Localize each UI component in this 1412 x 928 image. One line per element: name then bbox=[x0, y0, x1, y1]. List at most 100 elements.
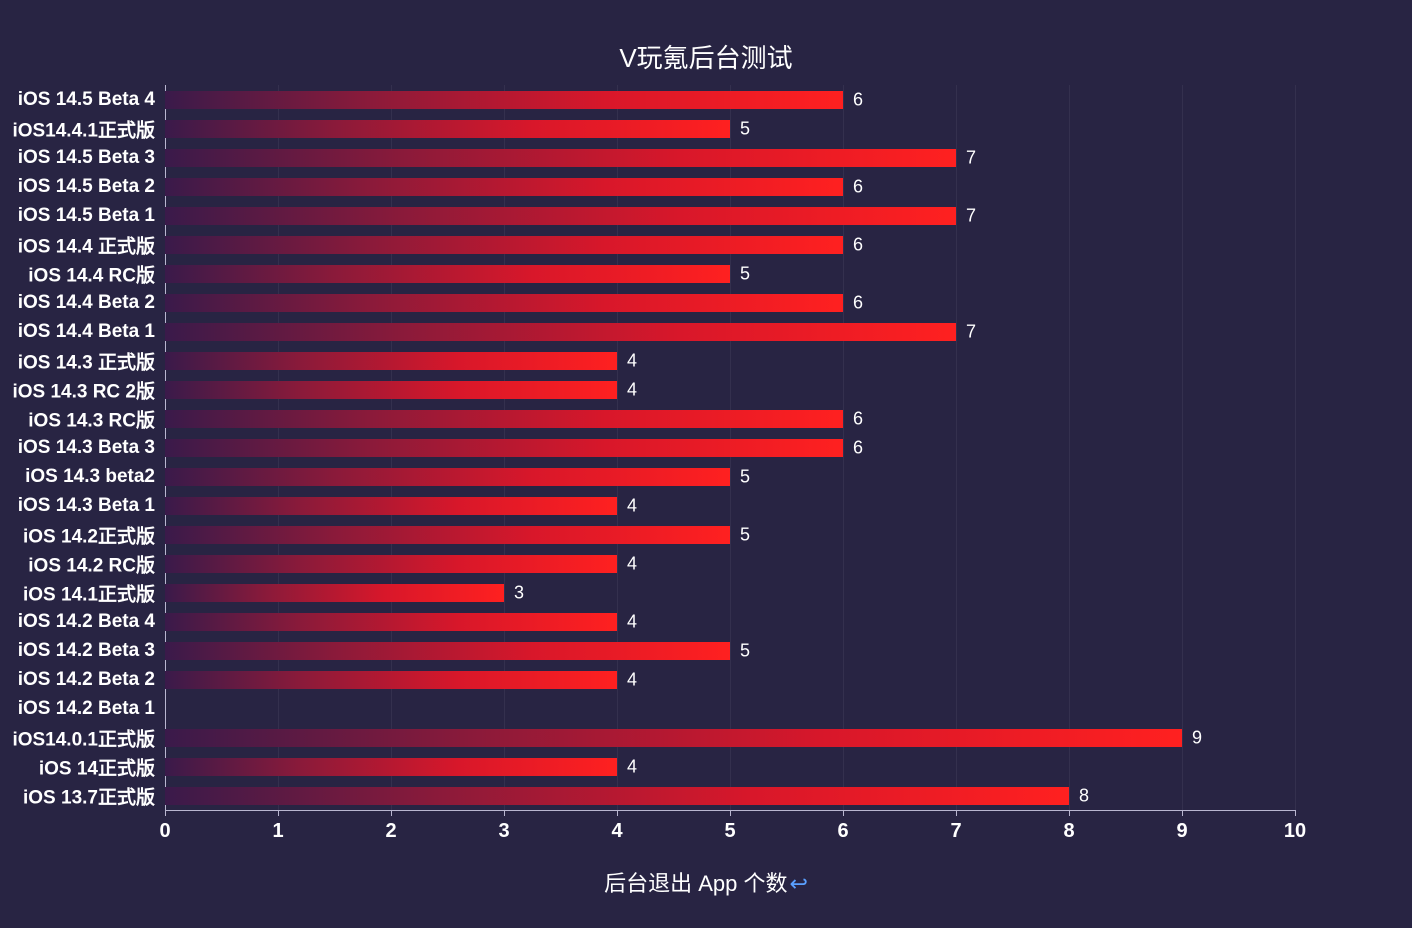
y-label: iOS 14.3 RC 2版 bbox=[12, 376, 165, 403]
bar bbox=[165, 265, 730, 283]
bar-row: iOS 14.2 Beta 24 bbox=[165, 665, 1295, 694]
bar-row: iOS14.0.1正式版9 bbox=[165, 723, 1295, 752]
value-label: 6 bbox=[843, 292, 863, 313]
x-tick-label: 8 bbox=[1063, 820, 1074, 843]
value-label: 6 bbox=[843, 408, 863, 429]
bar bbox=[165, 91, 843, 109]
value-label: 4 bbox=[617, 669, 637, 690]
bar bbox=[165, 758, 617, 776]
value-label: 7 bbox=[956, 321, 976, 342]
x-tick bbox=[956, 810, 957, 816]
bar bbox=[165, 671, 617, 689]
y-label: iOS 14.5 Beta 4 bbox=[18, 89, 165, 111]
x-tick bbox=[617, 810, 618, 816]
y-label: iOS 14.2 Beta 1 bbox=[18, 698, 165, 720]
bar-row: iOS 14.2 RC版4 bbox=[165, 549, 1295, 578]
bar-row: iOS 14.5 Beta 17 bbox=[165, 201, 1295, 230]
bar bbox=[165, 497, 617, 515]
bar bbox=[165, 236, 843, 254]
y-label: iOS 14.4 RC版 bbox=[28, 260, 165, 287]
bar-row: iOS 14.3 RC 2版4 bbox=[165, 375, 1295, 404]
y-label: iOS 14.2 Beta 3 bbox=[18, 640, 165, 662]
bar bbox=[165, 729, 1182, 747]
bar bbox=[165, 323, 956, 341]
bar-row: iOS 14.3 Beta 36 bbox=[165, 433, 1295, 462]
value-label: 5 bbox=[730, 640, 750, 661]
x-tick-label: 0 bbox=[159, 820, 170, 843]
y-label: iOS 14.3 Beta 1 bbox=[18, 495, 165, 517]
x-tick-label: 2 bbox=[385, 820, 396, 843]
value-label: 5 bbox=[730, 524, 750, 545]
y-label: iOS 13.7正式版 bbox=[23, 782, 165, 809]
bar bbox=[165, 555, 617, 573]
x-tick-label: 1 bbox=[272, 820, 283, 843]
x-tick bbox=[504, 810, 505, 816]
x-tick bbox=[730, 810, 731, 816]
bar-row: iOS 13.7正式版8 bbox=[165, 781, 1295, 810]
bar bbox=[165, 149, 956, 167]
bar-row: iOS 14.3 beta25 bbox=[165, 462, 1295, 491]
bar-row: iOS 14.4 正式版6 bbox=[165, 230, 1295, 259]
y-label: iOS14.4.1正式版 bbox=[12, 115, 165, 142]
plot-area: 012345678910iOS 14.5 Beta 46iOS14.4.1正式版… bbox=[165, 85, 1295, 810]
bar-row: iOS 14.1正式版3 bbox=[165, 578, 1295, 607]
bar bbox=[165, 584, 504, 602]
value-label: 7 bbox=[956, 147, 976, 168]
bar-row: iOS 14.3 RC版6 bbox=[165, 404, 1295, 433]
value-label: 4 bbox=[617, 611, 637, 632]
x-tick bbox=[278, 810, 279, 816]
bar-row: iOS 14.4 Beta 17 bbox=[165, 317, 1295, 346]
y-label: iOS 14.5 Beta 1 bbox=[18, 205, 165, 227]
x-tick bbox=[843, 810, 844, 816]
y-label: iOS 14.4 正式版 bbox=[18, 231, 165, 258]
x-tick-label: 7 bbox=[950, 820, 961, 843]
bar bbox=[165, 787, 1069, 805]
bar-row: iOS 14.2 Beta 35 bbox=[165, 636, 1295, 665]
y-label: iOS 14.2 Beta 2 bbox=[18, 669, 165, 691]
bar-row: iOS 14.3 正式版4 bbox=[165, 346, 1295, 375]
x-tick-label: 4 bbox=[611, 820, 622, 843]
y-label: iOS 14.4 Beta 2 bbox=[18, 292, 165, 314]
y-label: iOS 14.3 Beta 3 bbox=[18, 437, 165, 459]
bar bbox=[165, 468, 730, 486]
chart-title: V玩氪后台测试 bbox=[0, 38, 1412, 75]
y-label: iOS 14.2正式版 bbox=[23, 521, 165, 548]
bar bbox=[165, 294, 843, 312]
value-label: 4 bbox=[617, 379, 637, 400]
value-label: 6 bbox=[843, 234, 863, 255]
bar bbox=[165, 642, 730, 660]
value-label: 5 bbox=[730, 118, 750, 139]
y-label: iOS 14.5 Beta 3 bbox=[18, 147, 165, 169]
value-label: 4 bbox=[617, 350, 637, 371]
bar bbox=[165, 410, 843, 428]
x-tick bbox=[1295, 810, 1296, 816]
bar-row: iOS 14.3 Beta 14 bbox=[165, 491, 1295, 520]
value-label: 9 bbox=[1182, 727, 1202, 748]
bar-row: iOS 14.2正式版5 bbox=[165, 520, 1295, 549]
x-tick bbox=[1182, 810, 1183, 816]
x-tick bbox=[165, 810, 166, 816]
x-tick-label: 9 bbox=[1176, 820, 1187, 843]
y-label: iOS 14.3 beta2 bbox=[25, 466, 165, 488]
bar bbox=[165, 178, 843, 196]
bar bbox=[165, 613, 617, 631]
y-label: iOS 14.2 Beta 4 bbox=[18, 611, 165, 633]
bar-row: iOS 14.2 Beta 44 bbox=[165, 607, 1295, 636]
bar bbox=[165, 526, 730, 544]
y-label: iOS 14.3 RC版 bbox=[28, 405, 165, 432]
value-label: 6 bbox=[843, 89, 863, 110]
gridline bbox=[1295, 85, 1296, 810]
bar-row: iOS 14.5 Beta 37 bbox=[165, 143, 1295, 172]
x-tick bbox=[1069, 810, 1070, 816]
x-tick-label: 10 bbox=[1284, 820, 1306, 843]
x-axis-title-arrow-icon: ↩ bbox=[787, 871, 807, 896]
y-label: iOS 14正式版 bbox=[39, 753, 165, 780]
value-label: 5 bbox=[730, 466, 750, 487]
bar-row: iOS 14.5 Beta 26 bbox=[165, 172, 1295, 201]
bar bbox=[165, 120, 730, 138]
value-label: 4 bbox=[617, 495, 637, 516]
bar-row: iOS 14.2 Beta 1 bbox=[165, 694, 1295, 723]
y-label: iOS 14.4 Beta 1 bbox=[18, 321, 165, 343]
y-label: iOS 14.1正式版 bbox=[23, 579, 165, 606]
bar bbox=[165, 207, 956, 225]
